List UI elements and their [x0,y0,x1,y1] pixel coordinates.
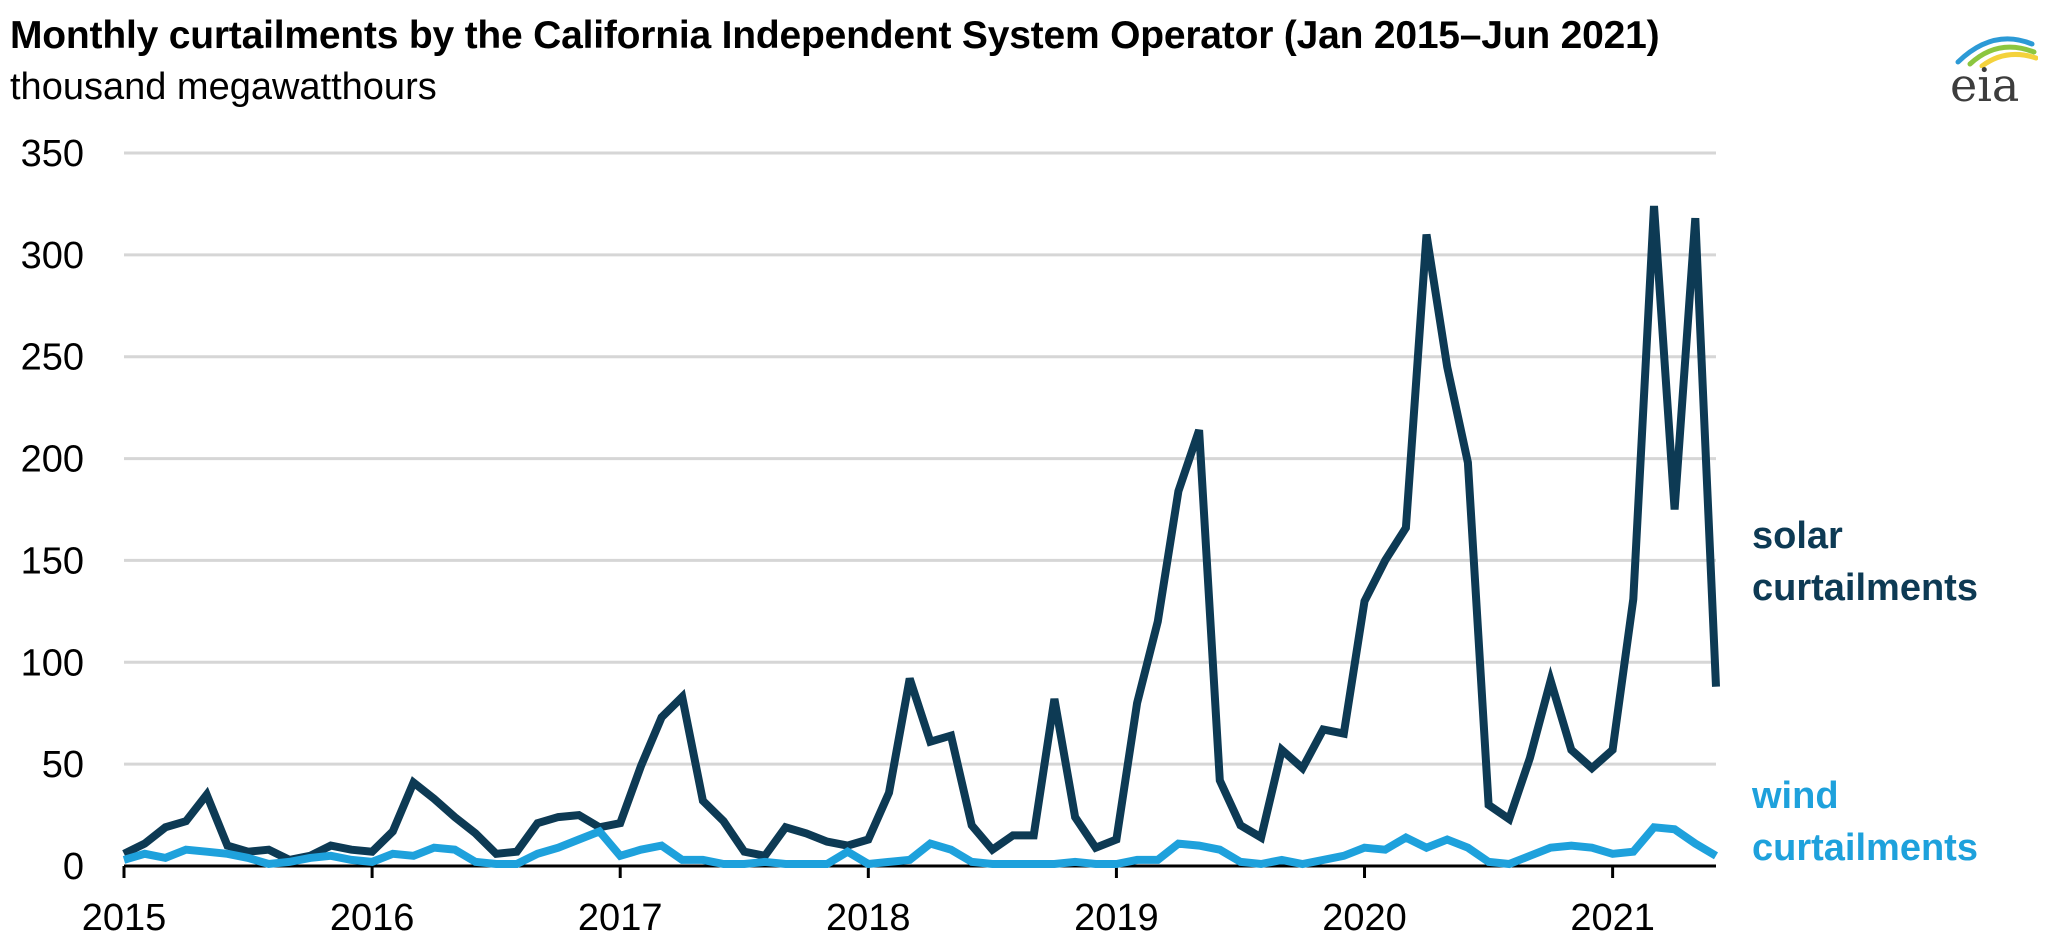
x-tick-label: 2015 [82,897,167,939]
y-tick-labels: 0 50 100 150 200 250 300 350 [21,133,84,888]
eia-logo: eia [1948,28,2039,112]
wind-series-label: wind [1751,775,1839,817]
x-tick-label: 2021 [1570,897,1655,939]
solar-series-line [122,205,1720,865]
y-tick-label: 200 [21,439,84,481]
solar-series-label: solar [1752,515,1843,557]
series-lines [122,205,1720,869]
x-axis [122,864,1716,878]
y-tick-label: 100 [21,642,84,684]
x-tick-label: 2020 [1322,897,1407,939]
x-tick-label: 2019 [1074,897,1159,939]
y-tick-label: 0 [63,846,84,888]
wind-series-line [122,823,1719,869]
y-tick-label: 150 [21,540,84,582]
chart-subtitle: thousand megawatthours [10,66,437,108]
y-tick-label: 250 [21,337,84,379]
y-tick-label: 300 [21,235,84,277]
eia-logo-text: eia [1950,58,2020,112]
y-tick-label: 50 [42,744,84,786]
x-tick-label: 2017 [578,897,663,939]
chart-title: Monthly curtailments by the California I… [10,14,1660,57]
x-tick-label: 2016 [330,897,415,939]
grid-lines [124,151,1716,766]
x-tick-labels: 2015 2016 2017 2018 2019 2020 2021 [82,897,1655,939]
wind-series-label: curtailments [1752,827,1978,869]
solar-series-label: curtailments [1752,567,1978,609]
x-tick-label: 2018 [826,897,911,939]
y-tick-label: 350 [21,133,84,175]
eia-logo-arcs-icon [1955,36,2039,69]
series-labels: solar curtailments wind curtailments [1751,515,1978,869]
